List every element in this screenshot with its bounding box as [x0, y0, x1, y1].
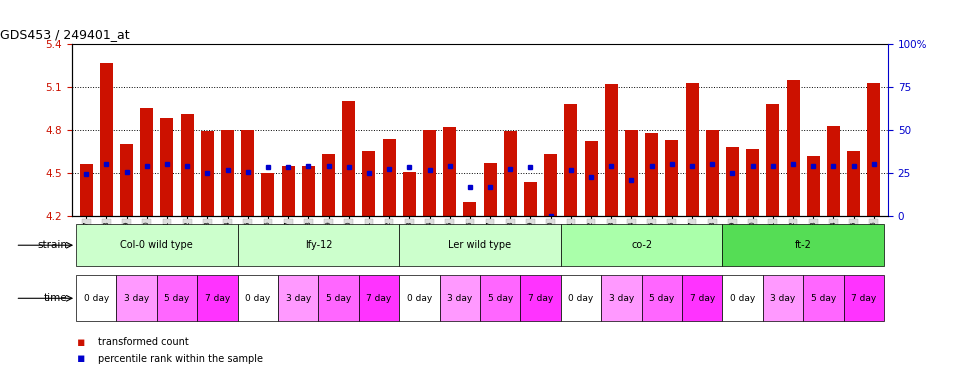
Text: transformed count: transformed count [98, 337, 189, 347]
Text: GDS453 / 249401_at: GDS453 / 249401_at [0, 28, 130, 41]
Bar [544, 154, 557, 216]
Bar [786, 80, 800, 216]
Bar [625, 130, 638, 216]
Bar [241, 130, 254, 216]
Text: 0 day: 0 day [730, 294, 756, 303]
Bar [585, 141, 598, 216]
FancyBboxPatch shape [116, 276, 156, 321]
Bar [281, 166, 295, 216]
FancyBboxPatch shape [763, 276, 804, 321]
Bar [706, 130, 719, 216]
Text: ▪: ▪ [77, 352, 85, 365]
FancyBboxPatch shape [561, 276, 601, 321]
Text: 0 day: 0 day [84, 294, 108, 303]
FancyBboxPatch shape [641, 276, 682, 321]
FancyBboxPatch shape [520, 276, 561, 321]
Text: 7 day: 7 day [689, 294, 715, 303]
Bar [746, 149, 759, 216]
Bar [140, 108, 154, 216]
Text: 7 day: 7 day [367, 294, 392, 303]
FancyBboxPatch shape [319, 276, 359, 321]
Bar [180, 114, 194, 216]
Bar [464, 202, 476, 216]
Bar [403, 172, 416, 216]
FancyBboxPatch shape [278, 276, 319, 321]
FancyBboxPatch shape [197, 276, 238, 321]
Text: 5 day: 5 day [326, 294, 351, 303]
FancyBboxPatch shape [76, 224, 238, 266]
Text: co-2: co-2 [631, 240, 652, 250]
FancyBboxPatch shape [359, 276, 399, 321]
Bar [444, 127, 456, 216]
Text: 7 day: 7 day [204, 294, 230, 303]
Text: 7 day: 7 day [852, 294, 876, 303]
FancyBboxPatch shape [844, 276, 884, 321]
Text: 3 day: 3 day [285, 294, 311, 303]
Text: 0 day: 0 day [568, 294, 593, 303]
Bar [322, 154, 335, 216]
Text: time: time [43, 293, 67, 303]
Bar [665, 140, 679, 216]
FancyBboxPatch shape [399, 224, 561, 266]
Bar [484, 163, 496, 216]
FancyBboxPatch shape [804, 276, 844, 321]
Bar [685, 83, 699, 216]
FancyBboxPatch shape [601, 276, 641, 321]
Bar [261, 173, 275, 216]
Text: 3 day: 3 day [770, 294, 796, 303]
Bar [726, 147, 739, 216]
Text: 5 day: 5 day [649, 294, 675, 303]
FancyBboxPatch shape [682, 276, 722, 321]
Text: 3 day: 3 day [124, 294, 149, 303]
Text: 7 day: 7 day [528, 294, 553, 303]
Text: ft-2: ft-2 [795, 240, 811, 250]
Bar [847, 152, 860, 216]
Bar [221, 130, 234, 216]
FancyBboxPatch shape [722, 224, 884, 266]
Text: 5 day: 5 day [811, 294, 836, 303]
Bar [766, 104, 780, 216]
Bar [120, 144, 133, 216]
Bar [342, 101, 355, 216]
Bar [564, 104, 578, 216]
Text: 5 day: 5 day [164, 294, 190, 303]
Bar [201, 131, 214, 216]
Bar [423, 130, 436, 216]
FancyBboxPatch shape [440, 276, 480, 321]
Text: 5 day: 5 day [488, 294, 513, 303]
FancyBboxPatch shape [561, 224, 722, 266]
Bar [605, 84, 618, 216]
Text: 0 day: 0 day [407, 294, 432, 303]
Bar [160, 119, 174, 216]
Text: 0 day: 0 day [245, 294, 271, 303]
Text: strain: strain [37, 240, 67, 250]
Bar [524, 182, 537, 216]
Bar [827, 126, 840, 216]
FancyBboxPatch shape [238, 276, 278, 321]
Bar [867, 83, 880, 216]
FancyBboxPatch shape [722, 276, 763, 321]
Text: 3 day: 3 day [447, 294, 472, 303]
Bar [382, 139, 396, 216]
Bar [80, 164, 93, 216]
Bar [362, 152, 375, 216]
FancyBboxPatch shape [76, 276, 116, 321]
FancyBboxPatch shape [156, 276, 197, 321]
Text: lfy-12: lfy-12 [304, 240, 332, 250]
Text: Col-0 wild type: Col-0 wild type [120, 240, 193, 250]
Text: 3 day: 3 day [609, 294, 634, 303]
Text: Ler wild type: Ler wild type [448, 240, 512, 250]
Bar [301, 166, 315, 216]
Bar [100, 63, 113, 216]
FancyBboxPatch shape [480, 276, 520, 321]
Text: percentile rank within the sample: percentile rank within the sample [98, 354, 263, 364]
Bar [645, 133, 659, 216]
Bar [504, 131, 516, 216]
Bar [806, 156, 820, 216]
FancyBboxPatch shape [399, 276, 440, 321]
Text: ▪: ▪ [77, 336, 85, 349]
FancyBboxPatch shape [238, 224, 399, 266]
